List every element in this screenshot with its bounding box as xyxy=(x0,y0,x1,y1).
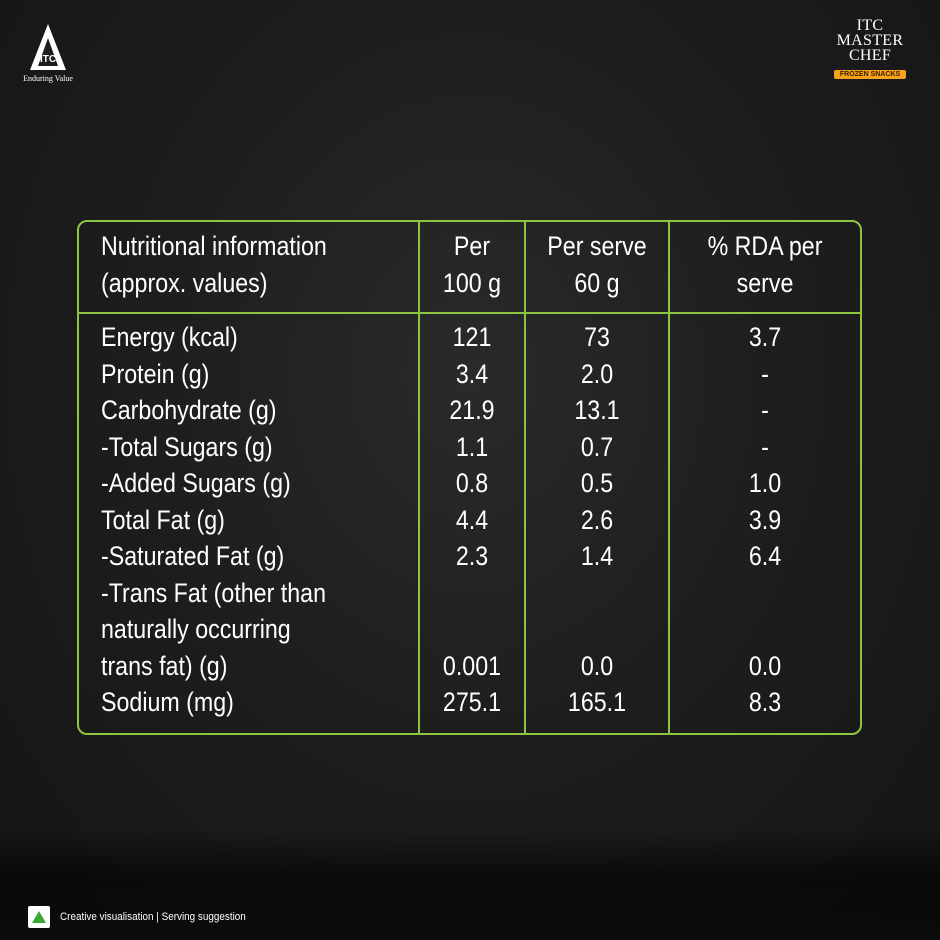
itc-triangle-icon: ITC xyxy=(30,24,66,70)
footer: Creative visualisation | Serving suggest… xyxy=(28,905,266,929)
value-rda: 1.0 xyxy=(748,468,782,498)
row-label: naturally occurring xyxy=(101,614,291,644)
value-per-serve: 73 xyxy=(584,322,610,352)
column-divider xyxy=(668,222,670,733)
row-label: -Total Sugars (g) xyxy=(101,431,273,462)
master-chef-line-3: CHEF xyxy=(848,47,892,64)
value-rda: - xyxy=(761,358,769,389)
master-chef-logo: ITC MASTER CHEF FROZEN SNACKS xyxy=(822,18,918,88)
header-rda: % RDA per xyxy=(707,231,823,261)
nutrition-table: Nutritional information (approx. values) P… xyxy=(77,220,862,735)
background-floor xyxy=(0,830,940,940)
value-rda: 8.3 xyxy=(748,687,782,717)
row-label: Sodium (mg) xyxy=(101,687,234,717)
master-chef-line-1: ITC xyxy=(856,17,884,34)
header-nutrition-info: (approx. values) xyxy=(101,267,268,298)
row-label: -Trans Fat (other than xyxy=(101,577,326,608)
value-per-serve: 2.6 xyxy=(580,504,614,535)
row-label: Carbohydrate (g) xyxy=(101,395,277,425)
value-per-100g: 275.1 xyxy=(442,687,502,717)
value-rda: 6.4 xyxy=(748,541,782,571)
value-per-100g: 0.8 xyxy=(455,468,489,498)
footer-disclaimer: Creative visualisation | Serving suggest… xyxy=(60,911,246,923)
value-rda: 3.7 xyxy=(748,322,782,352)
value-per-serve: 165.1 xyxy=(567,687,627,717)
vegetarian-mark-icon xyxy=(28,906,50,928)
value-per-100g: 4.4 xyxy=(455,504,489,535)
value-per-100g: 121 xyxy=(452,322,492,352)
header-nutrition-info: Nutritional information xyxy=(101,231,327,261)
row-label: trans fat) (g) xyxy=(101,650,228,681)
header-per-serve: 60 g xyxy=(574,267,620,298)
itc-logo: ITC Enduring Value xyxy=(18,22,78,86)
column-divider xyxy=(418,222,420,733)
value-per-100g: 2.3 xyxy=(455,541,489,571)
master-chef-line-2: MASTER xyxy=(836,32,904,49)
value-per-serve: 1.4 xyxy=(580,541,614,571)
value-per-serve: 0.0 xyxy=(580,650,614,681)
value-per-100g: 0.001 xyxy=(442,650,502,681)
header-per-serve: Per serve xyxy=(547,231,647,261)
itc-tagline: Enduring Value xyxy=(23,74,73,83)
value-per-100g: 3.4 xyxy=(455,358,489,389)
row-label: Energy (kcal) xyxy=(101,322,238,352)
value-rda: 0.0 xyxy=(748,650,782,681)
header-per-100g: Per xyxy=(453,231,491,261)
value-rda: - xyxy=(761,431,769,462)
header-rda: serve xyxy=(736,267,794,298)
row-label: Protein (g) xyxy=(101,358,210,389)
row-label: Total Fat (g) xyxy=(101,504,225,535)
value-per-serve: 13.1 xyxy=(574,395,620,425)
value-per-100g: 1.1 xyxy=(455,431,489,462)
header-divider xyxy=(79,312,860,314)
value-per-100g: 21.9 xyxy=(449,395,495,425)
itc-logo-text: ITC xyxy=(40,54,56,65)
row-label: -Added Sugars (g) xyxy=(101,468,291,498)
row-label: -Saturated Fat (g) xyxy=(101,541,285,571)
value-per-serve: 0.5 xyxy=(580,468,614,498)
header-per-100g: 100 g xyxy=(442,267,502,298)
value-rda: 3.9 xyxy=(748,504,782,535)
master-chef-badge: FROZEN SNACKS xyxy=(833,70,907,79)
column-divider xyxy=(524,222,526,733)
value-per-serve: 0.7 xyxy=(580,431,614,462)
value-per-serve: 2.0 xyxy=(580,358,614,389)
value-rda: - xyxy=(761,395,769,425)
